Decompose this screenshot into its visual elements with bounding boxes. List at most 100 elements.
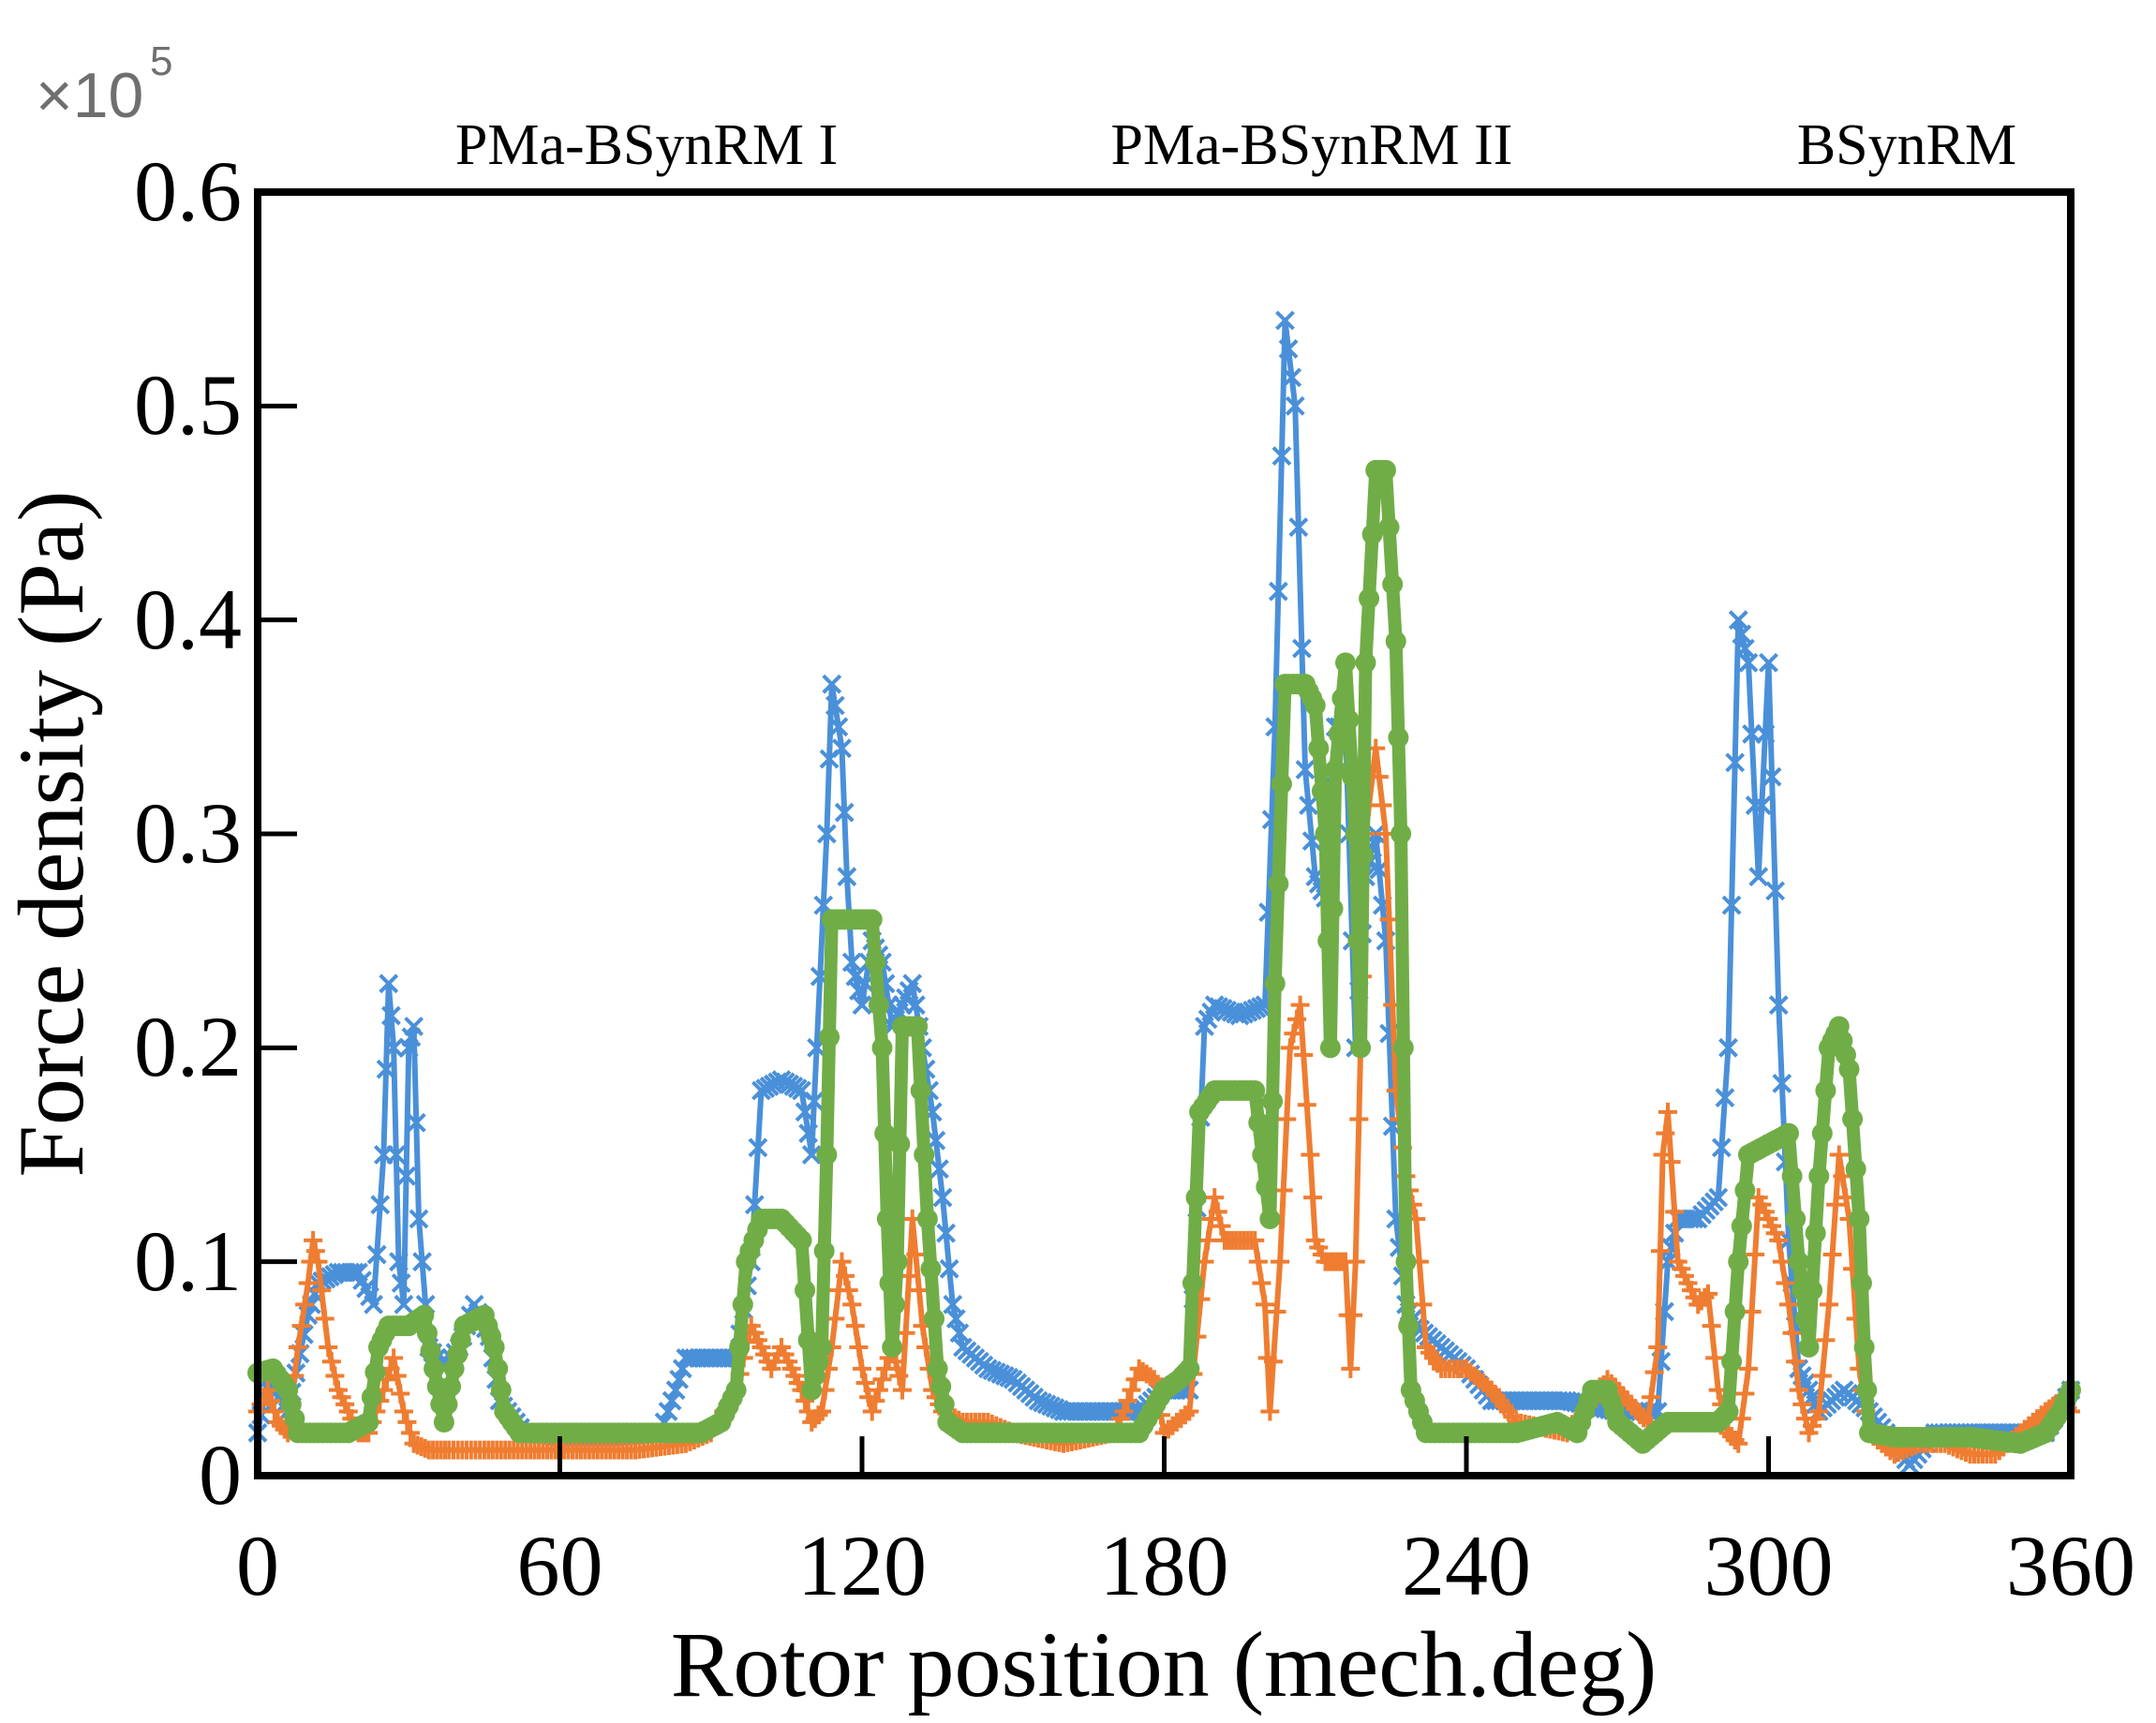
data-point — [1811, 1122, 1833, 1144]
data-point — [1268, 581, 1288, 602]
legend-label-bsynrm: BSynRM — [1797, 113, 2016, 177]
data-point — [1144, 1370, 1164, 1389]
data-point — [910, 1080, 931, 1101]
data-point — [834, 802, 855, 823]
y-axis-title: Force density (Pa) — [0, 490, 103, 1177]
data-point — [404, 1017, 424, 1036]
data-point — [1365, 824, 1386, 844]
data-point — [1718, 1037, 1738, 1058]
data-point — [1822, 1245, 1842, 1265]
data-point — [1728, 1251, 1749, 1272]
data-point — [927, 1358, 948, 1379]
data-point — [906, 1245, 926, 1265]
data-point — [849, 1338, 869, 1357]
data-point — [394, 1294, 414, 1315]
y-tick-label: 0.4 — [134, 572, 242, 667]
data-point — [258, 1380, 277, 1400]
data-point — [1717, 1401, 1739, 1422]
data-point — [658, 1402, 678, 1421]
data-point — [1772, 1252, 1792, 1271]
data-point — [1634, 1408, 1654, 1428]
data-point — [383, 1037, 404, 1058]
data-point — [1267, 1301, 1286, 1321]
data-point — [1271, 446, 1292, 467]
data-point — [669, 1369, 690, 1389]
series-layer — [247, 310, 2081, 1475]
data-point — [1355, 652, 1376, 674]
data-point — [1259, 1209, 1281, 1229]
data-point — [1295, 760, 1316, 780]
data-point — [1779, 1295, 1798, 1315]
plot-frame — [254, 188, 2074, 1479]
data-point — [325, 1366, 345, 1386]
x-tick-label: 180 — [1100, 1518, 1229, 1613]
data-point — [364, 1294, 384, 1315]
data-point — [1319, 1037, 1341, 1059]
data-point — [1650, 1241, 1670, 1261]
data-point — [825, 695, 845, 716]
data-point — [1782, 1323, 1802, 1343]
data-point — [291, 1316, 311, 1336]
data-point — [939, 1258, 959, 1279]
data-point — [261, 1391, 281, 1411]
data-point — [876, 1359, 896, 1378]
data-point — [1244, 1080, 1266, 1101]
data-point — [1350, 1037, 1372, 1059]
data-point — [401, 1423, 421, 1443]
data-point — [872, 1370, 892, 1389]
data-point — [893, 1380, 912, 1400]
data-point — [1347, 930, 1369, 952]
data-point — [871, 1037, 893, 1059]
data-point — [1292, 638, 1312, 659]
data-point — [1805, 1223, 1826, 1244]
data-point — [945, 1309, 966, 1329]
data-point — [1772, 1073, 1792, 1093]
data-point — [1820, 1295, 1838, 1315]
data-point — [1725, 1430, 1745, 1449]
data-point — [1182, 1272, 1203, 1294]
data-point — [1845, 1158, 1866, 1180]
data-point — [832, 1252, 852, 1271]
data-point — [1325, 759, 1346, 780]
data-point — [1851, 1272, 1872, 1294]
data-point — [1275, 310, 1295, 331]
data-point — [1282, 367, 1302, 388]
data-point — [811, 1337, 832, 1358]
data-point — [1812, 1366, 1832, 1386]
data-point — [798, 1123, 819, 1144]
data-point — [1378, 516, 1400, 538]
data-point — [924, 1308, 945, 1329]
data-point — [315, 1309, 335, 1329]
data-point — [1794, 1308, 1816, 1329]
data-point — [304, 1230, 323, 1250]
data-point — [1798, 1337, 1820, 1358]
data-point — [813, 1240, 835, 1262]
data-point — [845, 1316, 865, 1336]
data-point — [440, 1375, 462, 1397]
data-point — [1728, 610, 1748, 631]
data-point — [1388, 727, 1409, 749]
data-point — [1816, 1330, 1836, 1350]
data-point — [1256, 1295, 1274, 1315]
data-point — [1665, 1202, 1685, 1222]
data-point — [340, 1262, 361, 1283]
data-point — [916, 1209, 938, 1229]
data-point — [1786, 1352, 1806, 1372]
data-point — [1205, 1188, 1225, 1208]
data-point — [1478, 1376, 1497, 1396]
data-point — [1256, 1176, 1277, 1197]
data-point — [416, 1322, 438, 1344]
data-point — [1287, 1009, 1307, 1029]
data-point — [376, 1059, 396, 1079]
data-point — [1385, 631, 1406, 652]
data-point — [889, 1134, 911, 1155]
data-point — [819, 1026, 840, 1047]
data-point — [1303, 1188, 1323, 1208]
data-point — [1285, 395, 1305, 416]
data-point — [1778, 1122, 1799, 1144]
data-point — [1656, 1123, 1675, 1143]
x-axis-title: Rotor position (mech.deg) — [671, 1612, 1658, 1716]
data-point — [1248, 1112, 1270, 1134]
data-point — [1785, 1209, 1807, 1229]
data-point — [1114, 1402, 1134, 1421]
